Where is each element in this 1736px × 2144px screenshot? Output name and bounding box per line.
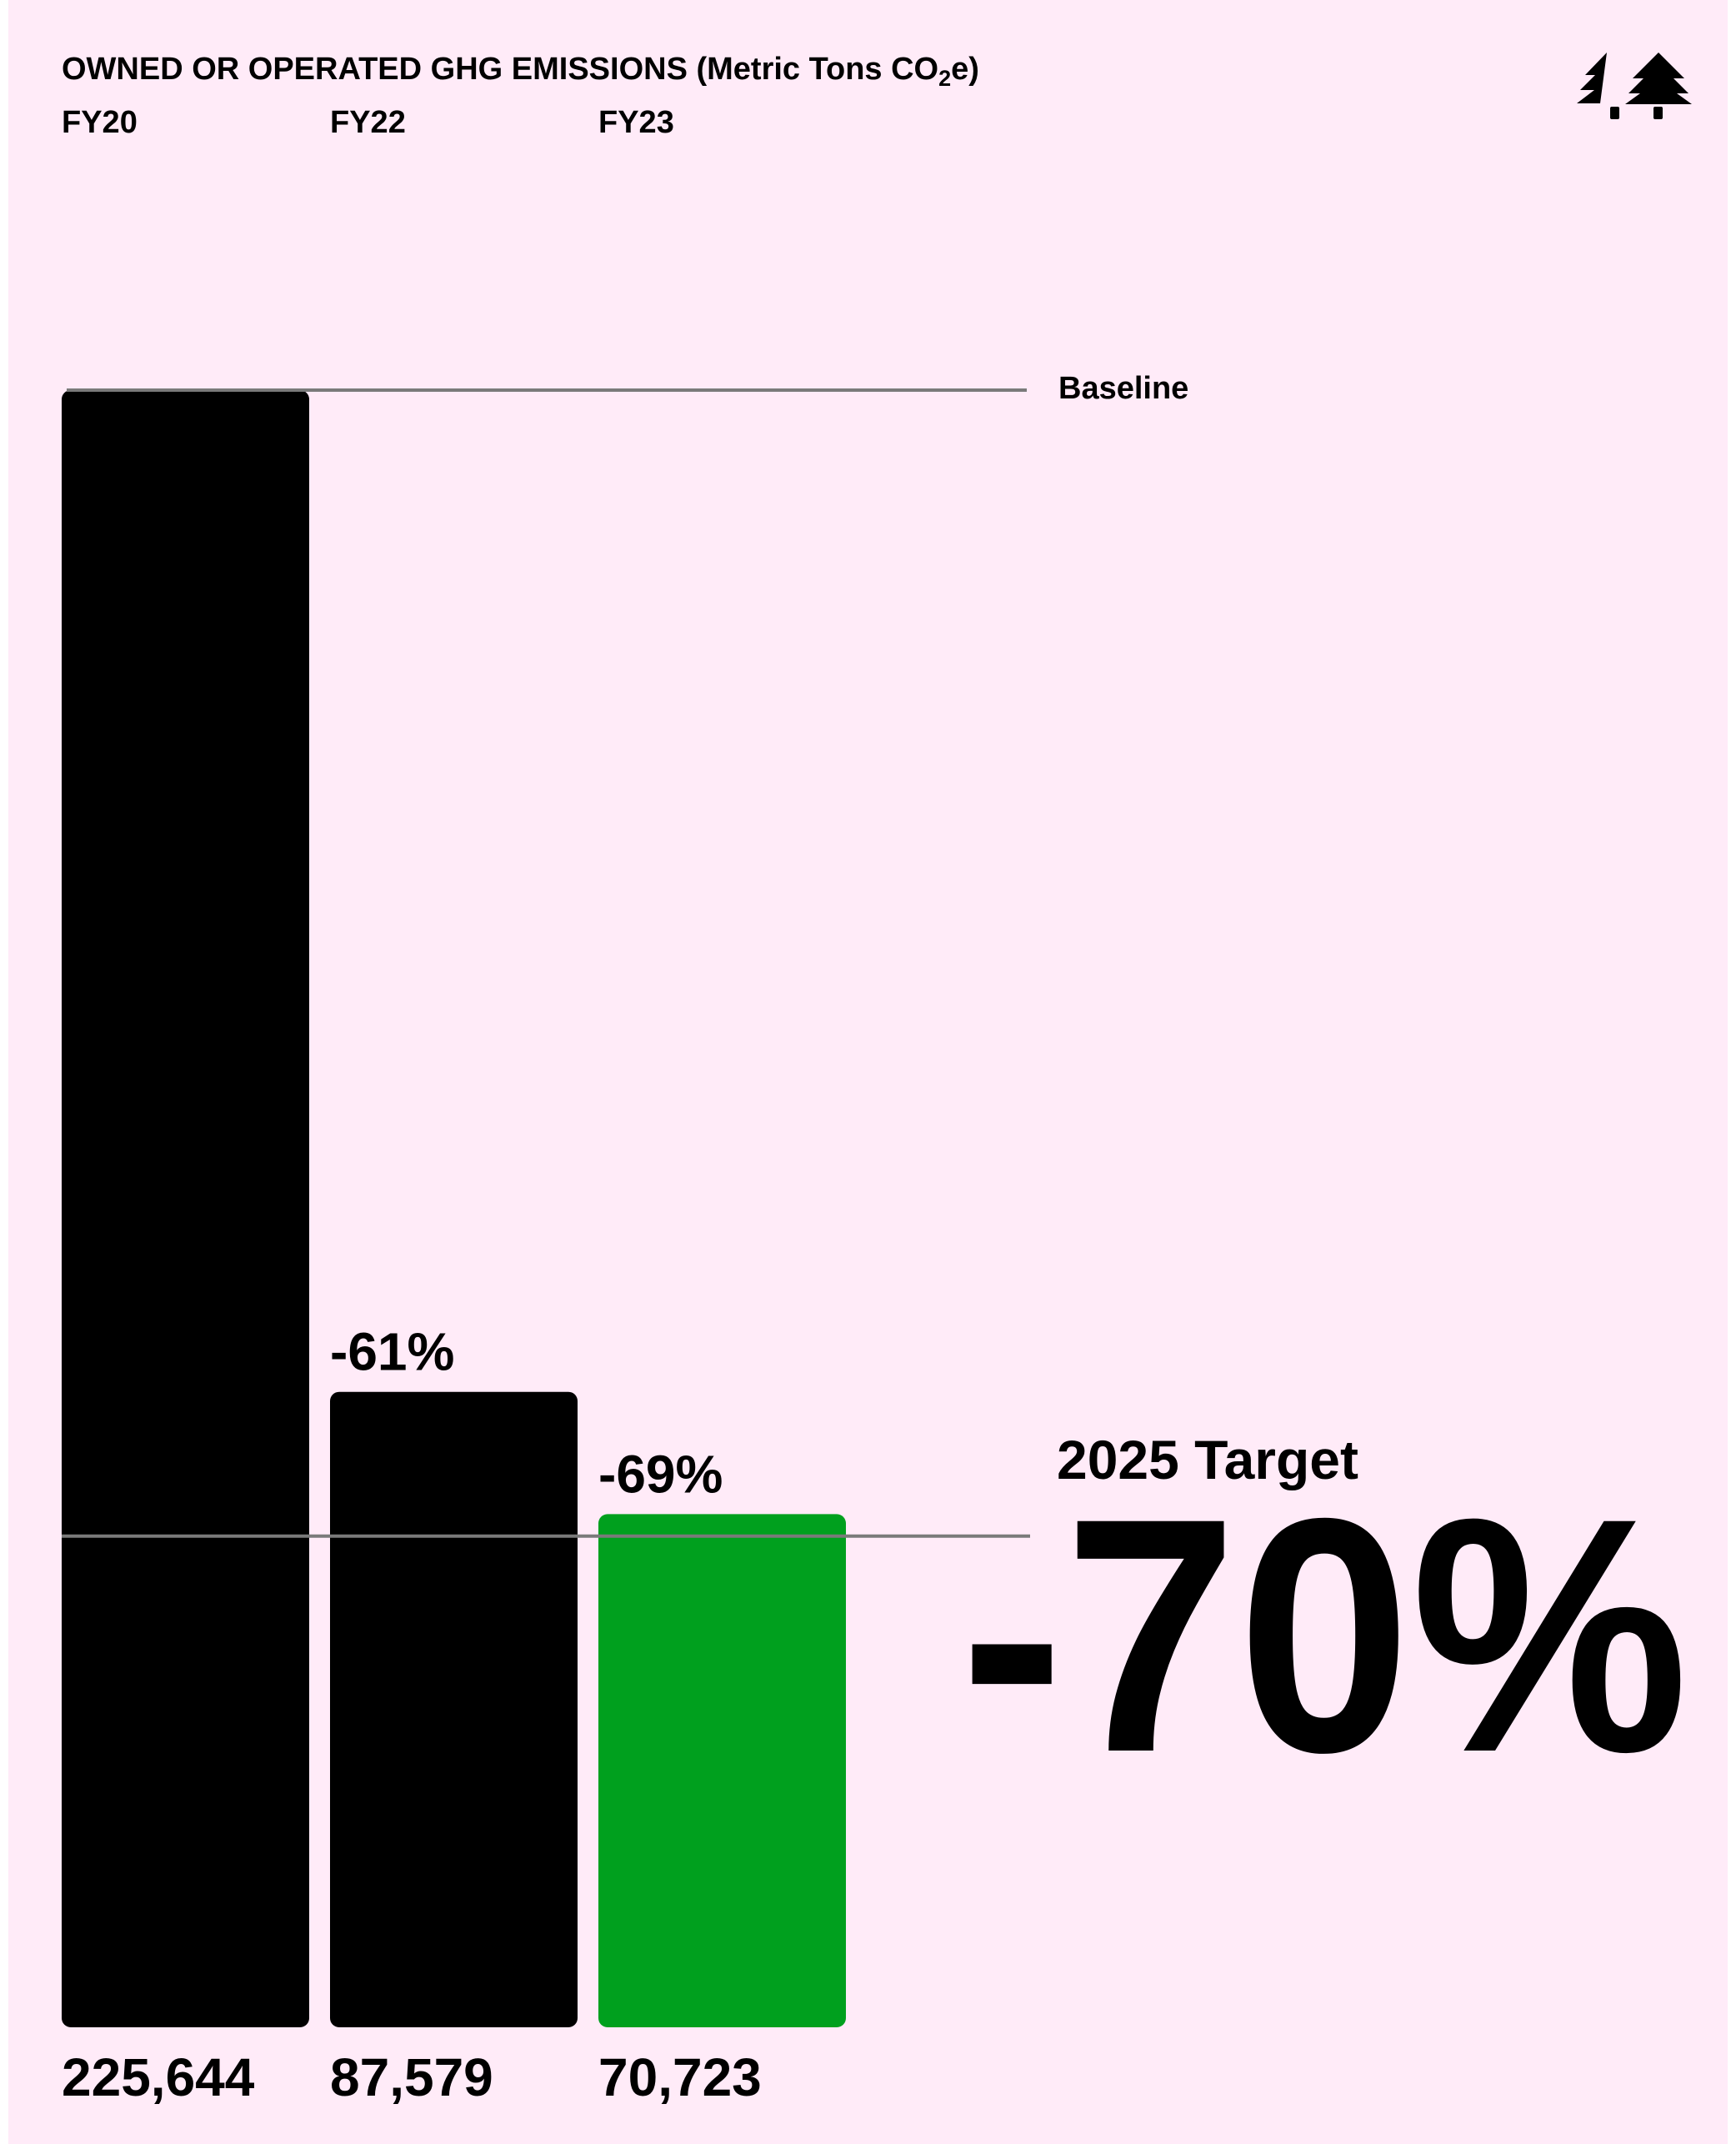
value-label: 70,723 xyxy=(598,2047,762,2107)
chart-title: OWNED OR OPERATED GHG EMISSIONS (Metric … xyxy=(62,52,979,91)
bar-fy22 xyxy=(330,1391,578,2027)
change-label: -69% xyxy=(598,1444,723,1504)
value-label: 225,644 xyxy=(62,2047,255,2107)
target-label: 2025 Target xyxy=(1057,1429,1358,1490)
bar-fy20 xyxy=(62,390,309,2027)
target-value: -70% xyxy=(960,1449,1688,1821)
chart-title-suffix: e) xyxy=(951,52,979,87)
reference-lines-layer xyxy=(62,388,1030,1538)
chart-title-subscript: 2 xyxy=(938,66,951,91)
chart-title-main: OWNED OR OPERATED GHG EMISSIONS (Metric … xyxy=(62,52,938,87)
category-label: FY20 xyxy=(62,105,138,140)
baseline-label: Baseline xyxy=(1058,371,1188,406)
change-label: -61% xyxy=(330,1322,454,1382)
category-label: FY22 xyxy=(330,105,406,140)
category-label: FY23 xyxy=(598,105,674,140)
bars-layer xyxy=(62,390,846,2027)
bar-fy23 xyxy=(598,1514,846,2027)
labels-layer: FY20 225,644 FY22 87,579 -61% FY23 70,723 -69% xyxy=(62,105,762,2107)
two-trees-logo-icon xyxy=(1577,53,1692,119)
value-label: 87,579 xyxy=(330,2047,493,2107)
